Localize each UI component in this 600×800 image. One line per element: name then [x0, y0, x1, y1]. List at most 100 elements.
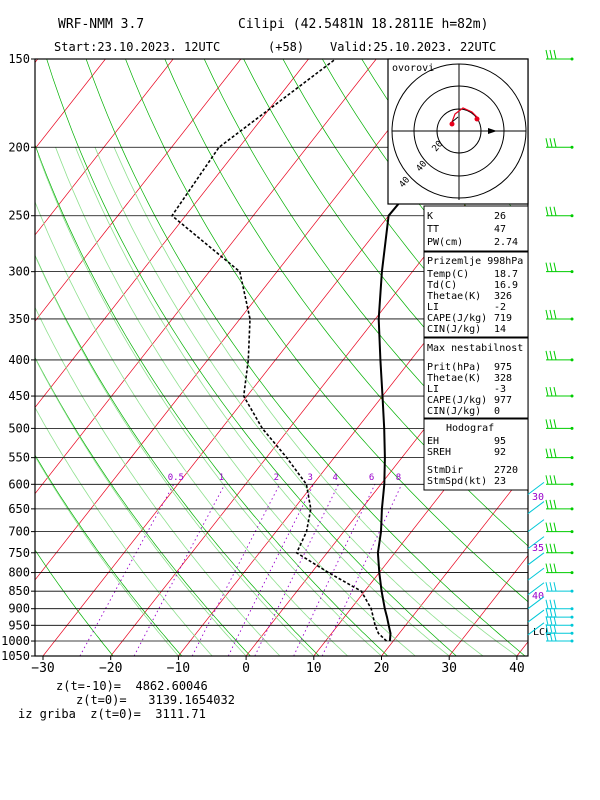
surface-value: -2: [494, 302, 506, 313]
moist-adiabat: [35, 200, 348, 656]
wind-barb-feather: [545, 522, 549, 532]
wind-barb-feather: [545, 138, 549, 148]
wind-barb-point: [570, 639, 574, 643]
wind-barb-feather: [553, 309, 557, 320]
hodo-label: SREH: [427, 447, 451, 458]
wind-barb-feather: [545, 350, 549, 361]
moist-adiabat: [35, 455, 179, 656]
isotherm: [585, 59, 600, 656]
pressure-tick-label: 1000: [1, 634, 30, 648]
wind-barb-point: [570, 507, 574, 511]
isotherm: [178, 210, 528, 656]
wind-barb-point: [570, 317, 574, 321]
temperature-tick-label: 40: [509, 661, 525, 676]
index-value: 47: [494, 224, 506, 235]
isotherm: [35, 59, 242, 322]
pressure-tick-label: 400: [8, 353, 30, 367]
mixing-ratio-label: 4: [333, 473, 338, 483]
wind-barb-feather: [545, 309, 549, 320]
wind-barb-feather: [553, 563, 557, 573]
wind-barb-point: [570, 571, 574, 575]
wind-barb-feather: [545, 499, 549, 509]
mixing-ratio-line: [79, 484, 175, 656]
pressure-tick-label: 550: [8, 451, 30, 465]
wind-barb-point: [570, 145, 574, 149]
storm-motion-arrow: [488, 128, 497, 134]
wind-barb-feather: [549, 206, 553, 216]
footer-line: z(t=0)= 3139.1654032: [76, 693, 235, 707]
wind-barb-feather: [549, 386, 553, 397]
temperature-tick-label: 30: [441, 661, 457, 676]
wind-tick: [527, 481, 545, 495]
wind-barb-feather: [553, 616, 557, 626]
wind-barb-point: [570, 482, 574, 486]
surface-value: 326: [494, 291, 512, 302]
dry-adiabat: [35, 356, 251, 656]
wind-barb-point: [570, 214, 574, 218]
index-value: 2.74: [494, 237, 518, 248]
dewpoint-profile: [170, 59, 388, 642]
index-label: K: [427, 211, 433, 222]
wind-barb-feather: [553, 608, 557, 618]
wind-barb-feather: [549, 499, 553, 509]
wind-barb-feather: [545, 624, 549, 634]
wind-barb-feather: [549, 582, 553, 592]
wind-barb-feather: [549, 350, 553, 361]
surface-value: 719: [494, 313, 512, 324]
lcl-label: LCL: [533, 627, 551, 638]
moist-adiabat: [55, 147, 416, 656]
surface-label: Td(C): [427, 280, 457, 291]
wind-barb-feather: [545, 262, 549, 272]
isotherm: [35, 59, 445, 581]
hodograph: ovorovi 20 40 40: [387, 58, 529, 205]
wind-barb-feather: [553, 49, 557, 60]
max-label: CAPE(J/kg): [427, 395, 487, 406]
wind-barb-point: [570, 623, 574, 627]
mixing-ratio-label: 1: [219, 473, 224, 483]
moist-adiabat: [75, 147, 450, 656]
max-value: 977: [494, 395, 512, 406]
valid-time: Valid:25.10.2023. 22UTC: [330, 40, 496, 54]
index-value: 26: [494, 211, 506, 222]
moist-adiabat: [35, 254, 315, 656]
temperature-tick-label: 10: [306, 661, 322, 676]
pressure-tick-label: 300: [8, 265, 30, 279]
isotherm: [35, 59, 309, 409]
wind-barb-feather: [549, 563, 553, 573]
hodograph-point: [449, 121, 455, 127]
temperature-tick-label: −10: [167, 661, 190, 676]
moist-adiabat: [37, 154, 382, 656]
wind-barb-point: [570, 589, 574, 593]
temperature-tick-label: 0: [242, 661, 250, 676]
pressure-tick-label: 700: [8, 525, 30, 539]
hodo-value: 92: [494, 447, 506, 458]
pressure-tick-label: 1050: [1, 649, 30, 663]
wind-barb-feather: [545, 599, 549, 609]
moist-adiabat: [35, 406, 213, 656]
wind-barb-feather: [549, 624, 553, 634]
mixing-ratio-label: 0.5: [168, 473, 184, 483]
dry-adiabat: [35, 254, 320, 656]
wind-barb-feather: [549, 599, 553, 609]
wind-barb-feather: [549, 419, 553, 429]
wind-barb-feather: [553, 475, 557, 485]
mixing-ratio-labels: 0.5 1 2 3 4 6 8: [168, 473, 401, 483]
max-value: -3: [494, 384, 506, 395]
max-label: LI: [427, 384, 439, 395]
wind-barb-feather: [549, 616, 553, 626]
wind-tick: [527, 552, 545, 566]
hodo-label: StmSpd(kt): [427, 476, 487, 487]
start-time: Start:23.10.2023. 12UTC: [54, 40, 220, 54]
surface-box: Prizemlje 998hPa Temp(C) 18.7 Td(C) 16.9…: [423, 251, 529, 338]
temperature-tick-label: −20: [99, 661, 122, 676]
pressure-tick-label: 900: [8, 602, 30, 616]
wind-barb-feather: [553, 448, 557, 458]
wind-barb-feather: [553, 419, 557, 429]
pressure-tick-label: 850: [8, 584, 30, 598]
moist-adiabat: [94, 147, 484, 656]
hodo-value: 2720: [494, 465, 518, 476]
mixing-ratio-label: 2: [274, 473, 279, 483]
wind-barb-point: [570, 631, 574, 635]
pressure-tick-label: 450: [8, 389, 30, 403]
max-label: Thetae(K): [427, 373, 481, 384]
